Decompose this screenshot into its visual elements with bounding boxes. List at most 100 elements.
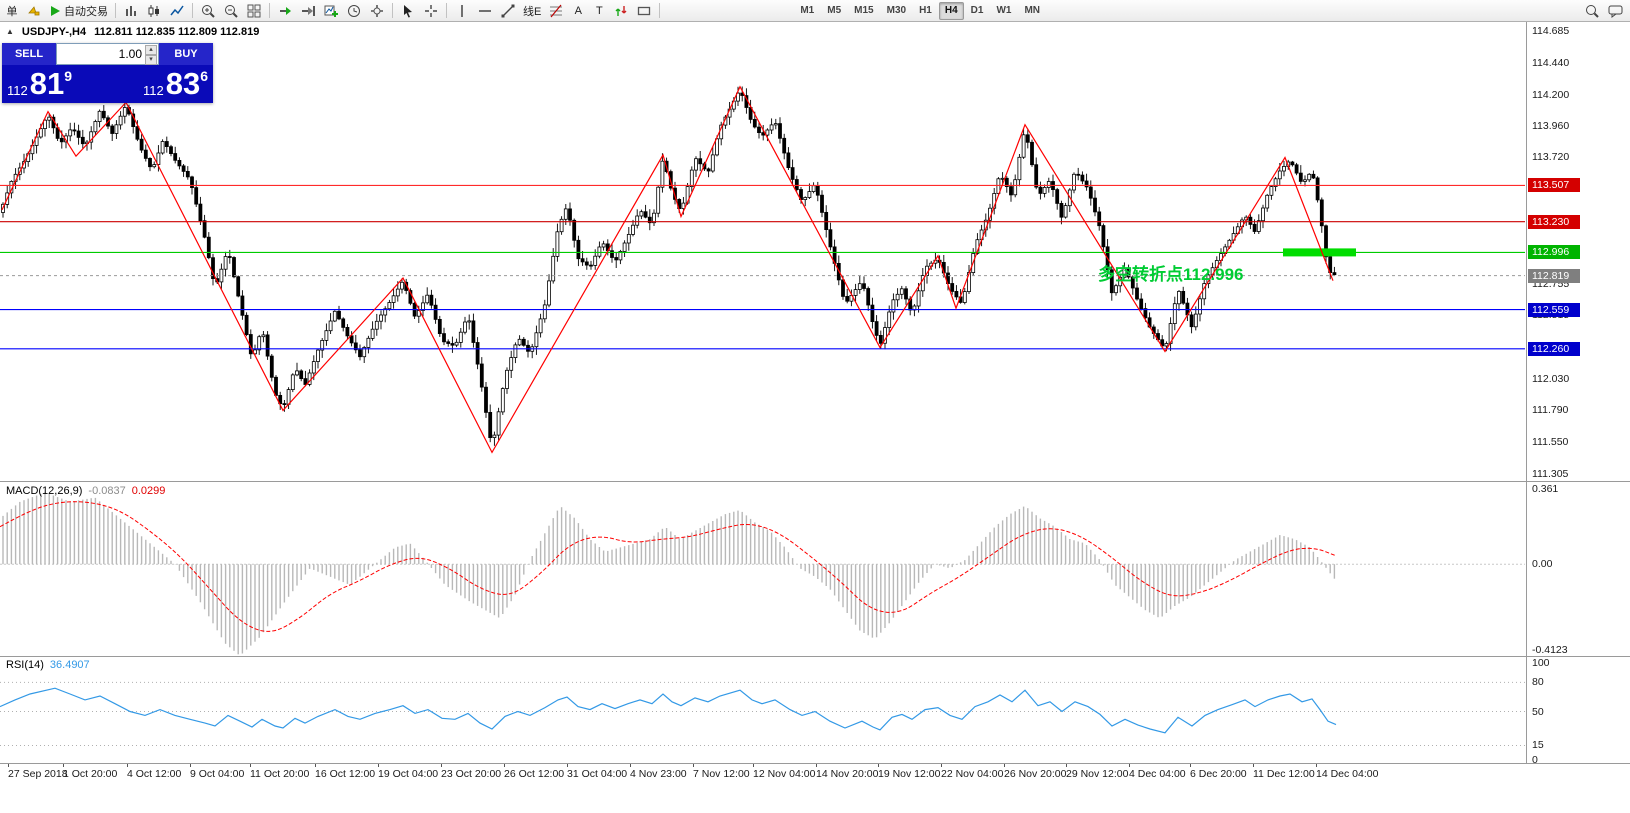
time-tick: [816, 764, 817, 767]
toolbar-separator: [392, 3, 393, 18]
one-click-trading-panel: SELL 1.00 ▴ ▾ BUY 112 81 9 112 83 6: [2, 43, 213, 103]
trade-panel-toggle-icon[interactable]: ▲: [6, 27, 14, 36]
price-tick: 111.790: [1532, 404, 1569, 417]
volume-stepper[interactable]: 1.00 ▴ ▾: [56, 43, 159, 65]
timeframe-group: M1 M5 M15 M30 H1 H4 D1 W1 MN: [794, 1, 1046, 20]
candlestick-chart-button[interactable]: [143, 1, 165, 21]
rsi-tick: 100: [1532, 657, 1550, 669]
price-badge: 112.260: [1528, 341, 1580, 356]
text-button[interactable]: A: [568, 1, 588, 21]
trendline-button[interactable]: [497, 1, 519, 21]
timeframe-m1[interactable]: M1: [794, 2, 820, 20]
sell-price[interactable]: 112 81 9: [7, 65, 72, 103]
sell-price-big: 81: [29, 66, 65, 101]
new-order-button[interactable]: 单: [2, 1, 22, 21]
turning-point-annotation: 多空转折点112.996: [1098, 265, 1244, 284]
time-label: 23 Oct 20:00: [441, 768, 502, 780]
price-axis[interactable]: 114.685 114.440 114.200 113.960 113.720 112.7…: [1528, 0, 1630, 813]
time-tick: [8, 764, 9, 767]
chat-button[interactable]: [1604, 1, 1628, 21]
timeframe-mn[interactable]: MN: [1018, 2, 1046, 20]
rsi-splitter[interactable]: [0, 656, 1630, 657]
crosshair-button[interactable]: [420, 1, 442, 21]
arrows-button[interactable]: [610, 1, 632, 21]
time-label: 12 Nov 04:00: [753, 768, 816, 780]
notifications-icon: [28, 5, 40, 15]
time-tick: [190, 764, 191, 767]
rsi-value: 36.4907: [49, 659, 90, 671]
line-chart-button[interactable]: [166, 1, 188, 21]
volume-down-icon[interactable]: ▾: [145, 55, 157, 65]
horizontal-line-button[interactable]: [474, 1, 496, 21]
fibonacci-icon: [550, 4, 563, 17]
time-tick: [315, 764, 316, 767]
macd-value: -0.0837: [88, 485, 126, 497]
time-tick: [1253, 764, 1254, 767]
sell-button[interactable]: SELL: [2, 43, 56, 65]
rsi-tick: 50: [1532, 705, 1544, 718]
buy-price[interactable]: 112 83 6: [143, 65, 208, 103]
chart-shift-button[interactable]: [297, 1, 319, 21]
time-label: 14 Dec 04:00: [1316, 768, 1379, 780]
macd-tick: 0.361: [1532, 483, 1559, 495]
new-chart-button[interactable]: [320, 1, 342, 21]
periods-button[interactable]: [343, 1, 365, 21]
zoom-in-button[interactable]: [197, 1, 219, 21]
time-axis[interactable]: 27 Sep 2018 1 Oct 20:00 4 Oct 12:00 9 Oct 0…: [0, 764, 1526, 782]
arrows-icon: [615, 5, 627, 16]
price-badge: 112.559: [1528, 302, 1580, 317]
toolbar-separator: [659, 3, 661, 18]
price-axis-border: [1526, 22, 1527, 763]
shapes-button[interactable]: [633, 1, 655, 21]
buy-button[interactable]: BUY: [159, 43, 213, 65]
zoom-out-button[interactable]: [220, 1, 242, 21]
tile-windows-button[interactable]: [243, 1, 265, 21]
toolbar-separator: [269, 3, 270, 18]
auto-trading-label: 自动交易: [64, 5, 108, 18]
time-tick: [753, 764, 754, 767]
timeframe-w1[interactable]: W1: [990, 2, 1017, 20]
vertical-line-icon: [461, 4, 463, 17]
timeframe-h4[interactable]: H4: [938, 1, 964, 20]
time-label: 4 Dec 04:00: [1129, 768, 1186, 780]
price-badge: 113.230: [1528, 214, 1580, 229]
timeframe-m15[interactable]: M15: [848, 2, 879, 20]
macd-header: MACD(12,26,9) -0.0837 0.0299: [6, 485, 165, 497]
bar-chart-icon: [126, 5, 136, 16]
time-label: 11 Oct 20:00: [250, 768, 310, 780]
time-tick: [441, 764, 442, 767]
rsi-tick: 15: [1532, 739, 1544, 752]
timeframe-d1[interactable]: D1: [965, 2, 990, 20]
candlestick-chart-icon: [148, 4, 159, 17]
macd-splitter[interactable]: [0, 481, 1630, 482]
templates-button[interactable]: [366, 1, 388, 21]
buy-price-prefix: 112: [142, 83, 164, 98]
label-button[interactable]: T: [589, 1, 609, 21]
price-tick: 114.200: [1532, 88, 1570, 101]
auto-trading-button[interactable]: 自动交易: [46, 1, 111, 21]
auto-scroll-button[interactable]: [274, 1, 296, 21]
volume-up-icon[interactable]: ▴: [145, 45, 157, 55]
vertical-line-button[interactable]: [451, 1, 473, 21]
equidistant-channel-button[interactable]: 线E: [520, 1, 544, 21]
time-tick: [504, 764, 505, 767]
bar-chart-button[interactable]: [120, 1, 142, 21]
macd-signal-value: 0.0299: [131, 485, 166, 497]
macd-tick: -0.4123: [1532, 644, 1568, 656]
time-label: 4 Oct 12:00: [127, 768, 182, 780]
search-button[interactable]: [1581, 1, 1603, 21]
timeframe-m5[interactable]: M5: [821, 2, 847, 20]
sell-price-sup: 9: [64, 68, 73, 84]
auto-scroll-icon: [280, 6, 291, 15]
time-tick: [1004, 764, 1005, 767]
timeframe-h1[interactable]: H1: [913, 2, 938, 20]
time-label: 4 Nov 23:00: [630, 768, 687, 780]
cursor-button[interactable]: [397, 1, 419, 21]
toolbar-separator: [446, 3, 447, 18]
symbol-period-label: USDJPY-,H4: [21, 26, 87, 38]
notifications-button[interactable]: [23, 1, 45, 21]
timeframe-m30[interactable]: M30: [881, 2, 912, 20]
fibonacci-button[interactable]: [545, 1, 567, 21]
